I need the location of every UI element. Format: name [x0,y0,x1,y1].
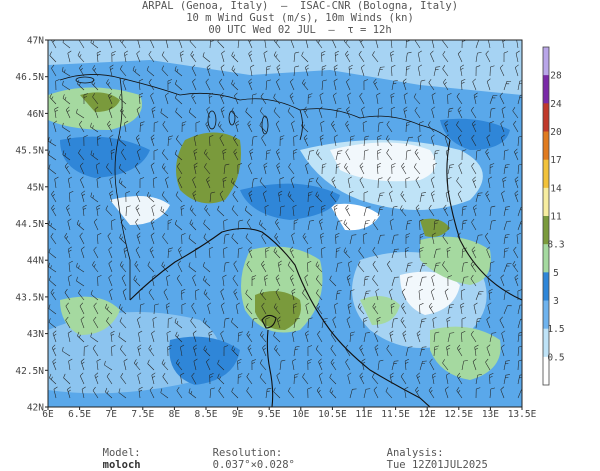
colorbar-label: 1.5 [547,324,564,335]
colorbar-label: 14 [550,183,562,194]
lat-tick-label: 42.5N [15,366,44,377]
colorbar-label: 11 [550,212,562,223]
lon-tick-label: 13E [482,409,499,420]
lon-tick-label: 6.5E [68,409,91,420]
colorbar-segment [543,103,549,132]
colorbar-label: 8.3 [547,240,564,251]
longitude-axis: 6E 6.5E 7E 7.5E 8E 8.5E 9E 9.5E 10E 10.5E 11E 11.5E… [42,407,536,420]
lat-tick-label: 47N [27,36,44,47]
lat-tick-label: 46.5N [15,72,44,83]
lat-tick-label: 43N [27,329,44,340]
lon-tick-label: 10.5E [318,409,347,420]
lon-tick-label: 9.5E [258,409,281,420]
footer-model: Model: moloch [90,435,141,471]
colorbar-label: 20 [550,127,562,138]
colorbar-label: 24 [550,99,562,110]
colorbar-label: 28 [550,71,562,82]
lon-tick-label: 9E [232,409,244,420]
colorbar-label: 17 [550,155,561,166]
lon-tick-label: 7E [105,409,117,420]
colorbar: 28 24 20 17 14 11 8.3 5 3 1.5 0.5 [543,47,565,385]
lon-tick-label: 13.5E [508,409,537,420]
lat-tick-label: 46N [27,109,44,120]
lon-tick-label: 11.5E [381,409,410,420]
colorbar-label: 5 [553,268,559,279]
lat-tick-label: 44.5N [15,219,44,230]
wind-gust-field [47,37,526,407]
resolution-label: Resolution: [213,447,283,459]
lon-tick-label: 10E [292,409,309,420]
lon-tick-label: 12E [419,409,436,420]
footer-analysis: Analysis: Tue 12Z01JUL2025 [374,435,488,471]
colorbar-segment [543,75,549,104]
colorbar-segment [543,47,549,76]
lon-tick-label: 11E [355,409,372,420]
colorbar-segment [543,188,549,217]
colorbar-segment [543,160,549,189]
colorbar-label: 3 [553,296,559,307]
latitude-axis: 47N 46.5N 46N 45.5N 45N 44.5N 44N 43.5N 43N 42.5N… [15,36,48,414]
colorbar-segment [543,272,549,301]
lat-tick-label: 43.5N [15,292,44,303]
lat-tick-label: 44N [27,256,44,267]
analysis-label: Analysis: [387,447,444,459]
colorbar-label: 0.5 [547,352,564,363]
lat-tick-label: 45.5N [15,146,44,157]
footer-resolution: Resolution: 0.037°×0.028° [200,435,295,471]
wind-gust-map: 47N 46.5N 46N 45.5N 45N 44.5N 44N 43.5N 43N 42.5N… [0,0,600,450]
resolution-value: 0.037°×0.028° [213,459,295,471]
lon-tick-label: 8.5E [195,409,218,420]
lon-tick-label: 6E [42,409,54,420]
colorbar-segment [543,132,549,161]
model-label: Model: [103,447,141,459]
lon-tick-label: 8E [169,409,181,420]
lon-tick-label: 12.5E [444,409,473,420]
lon-tick-label: 7.5E [131,409,154,420]
analysis-value: Tue 12Z01JUL2025 [387,459,488,471]
model-value: moloch [103,459,141,471]
lat-tick-label: 45N [27,182,44,193]
